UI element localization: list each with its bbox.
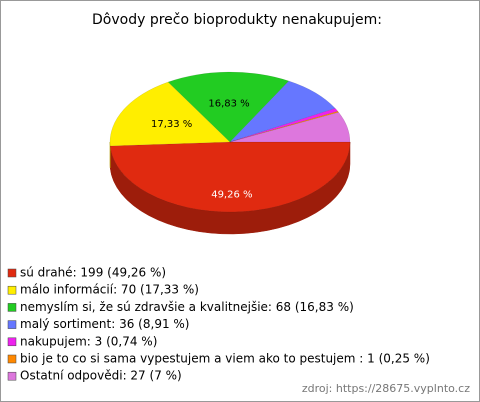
- chart-title: Dôvody prečo bioprodukty nenakupujem:: [92, 12, 382, 28]
- data-label: 17,33 %: [151, 119, 192, 130]
- legend-label: Ostatní odpovědi: 27 (7 %): [20, 369, 182, 383]
- source: zdroj: https://28675.vyplnto.cz: [302, 382, 470, 395]
- data-label: 16,83 %: [208, 99, 249, 110]
- pie-slice: [229, 111, 340, 143]
- pie-slice: [109, 141, 351, 213]
- pie-slice: [229, 108, 339, 143]
- data-label: 49,26 %: [211, 189, 252, 200]
- legend-label: sú drahé: 199 (49,26 %): [20, 266, 166, 280]
- pie-slice: [229, 111, 351, 143]
- legend-label: nemyslím si, že sú zdravšie a kvalitnejš…: [20, 300, 354, 314]
- legend-swatch: [7, 303, 17, 312]
- legend-label: bio je to co si sama vypestujem a viem a…: [20, 352, 430, 366]
- pie-slice: [229, 80, 336, 143]
- legend-swatch: [7, 285, 17, 295]
- legend-swatch: [7, 320, 17, 329]
- pie-slice: [109, 81, 231, 147]
- legend-swatch: [7, 268, 17, 278]
- legend-swatch: [7, 337, 17, 347]
- legend-label: nakupujem: 3 (0,74 %): [20, 334, 157, 348]
- legend-label: malý sortiment: 36 (8,91 %): [20, 317, 189, 331]
- legend-label: málo informácií: 70 (17,33 %): [20, 283, 199, 297]
- legend-swatch: [7, 371, 17, 381]
- legend-swatch: [7, 354, 17, 364]
- pie-slice: [167, 71, 290, 143]
